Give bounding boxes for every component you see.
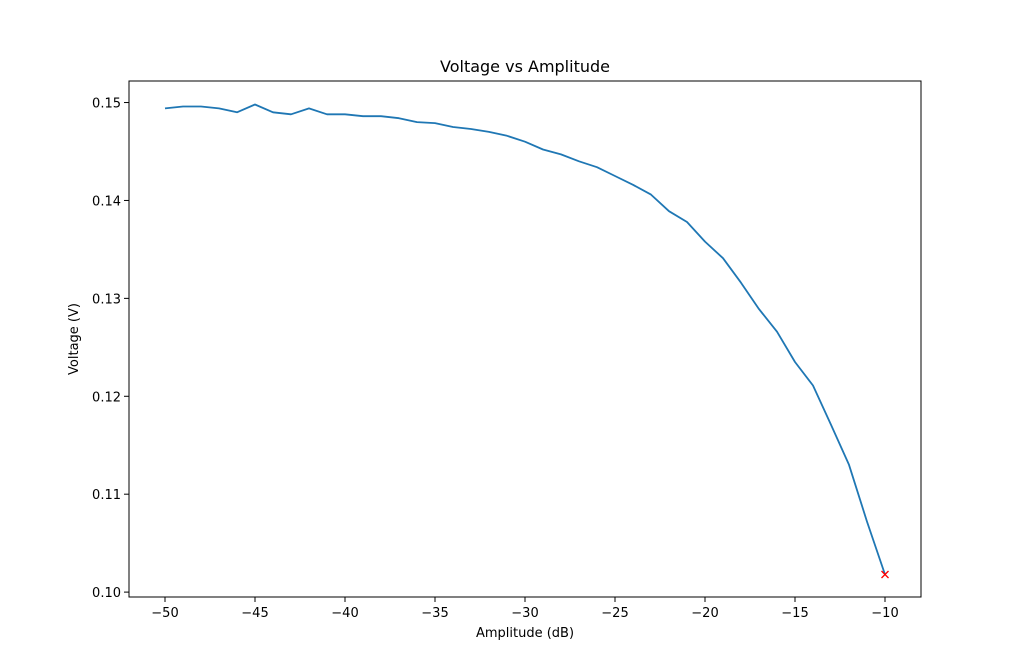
series-line bbox=[164, 103, 886, 575]
x-tick-label: −30 bbox=[511, 606, 538, 621]
x-axis-label: Amplitude (dB) bbox=[476, 626, 574, 641]
y-tick-label: 0.12 bbox=[92, 390, 121, 405]
plot-frame bbox=[128, 80, 922, 598]
x-tick-label: −15 bbox=[781, 606, 808, 621]
x-tick-label: −40 bbox=[331, 606, 358, 621]
marker-x bbox=[881, 570, 889, 579]
y-tick-label: 0.13 bbox=[92, 292, 121, 307]
axis-ticks: −50 −45 −40 −35 −30 −25 −20 −15 −10 0.10 0.11 0.12 0… bbox=[92, 97, 899, 621]
y-tick-label: 0.10 bbox=[92, 586, 121, 601]
plot-area bbox=[164, 103, 889, 579]
x-tick-label: −50 bbox=[151, 606, 178, 621]
x-tick-label: −20 bbox=[691, 606, 718, 621]
marker-stroke bbox=[881, 570, 889, 579]
x-tick-label: −10 bbox=[871, 606, 898, 621]
y-tick-label: 0.15 bbox=[92, 97, 121, 112]
x-tick-label: −45 bbox=[241, 606, 268, 621]
x-tick-label: −25 bbox=[601, 606, 628, 621]
chart-title: Voltage vs Amplitude bbox=[440, 57, 610, 76]
y-tick-label: 0.14 bbox=[92, 194, 121, 209]
y-tick-label: 0.11 bbox=[92, 488, 121, 503]
y-axis-label: Voltage (V) bbox=[67, 303, 82, 375]
x-tick-label: −35 bbox=[421, 606, 448, 621]
